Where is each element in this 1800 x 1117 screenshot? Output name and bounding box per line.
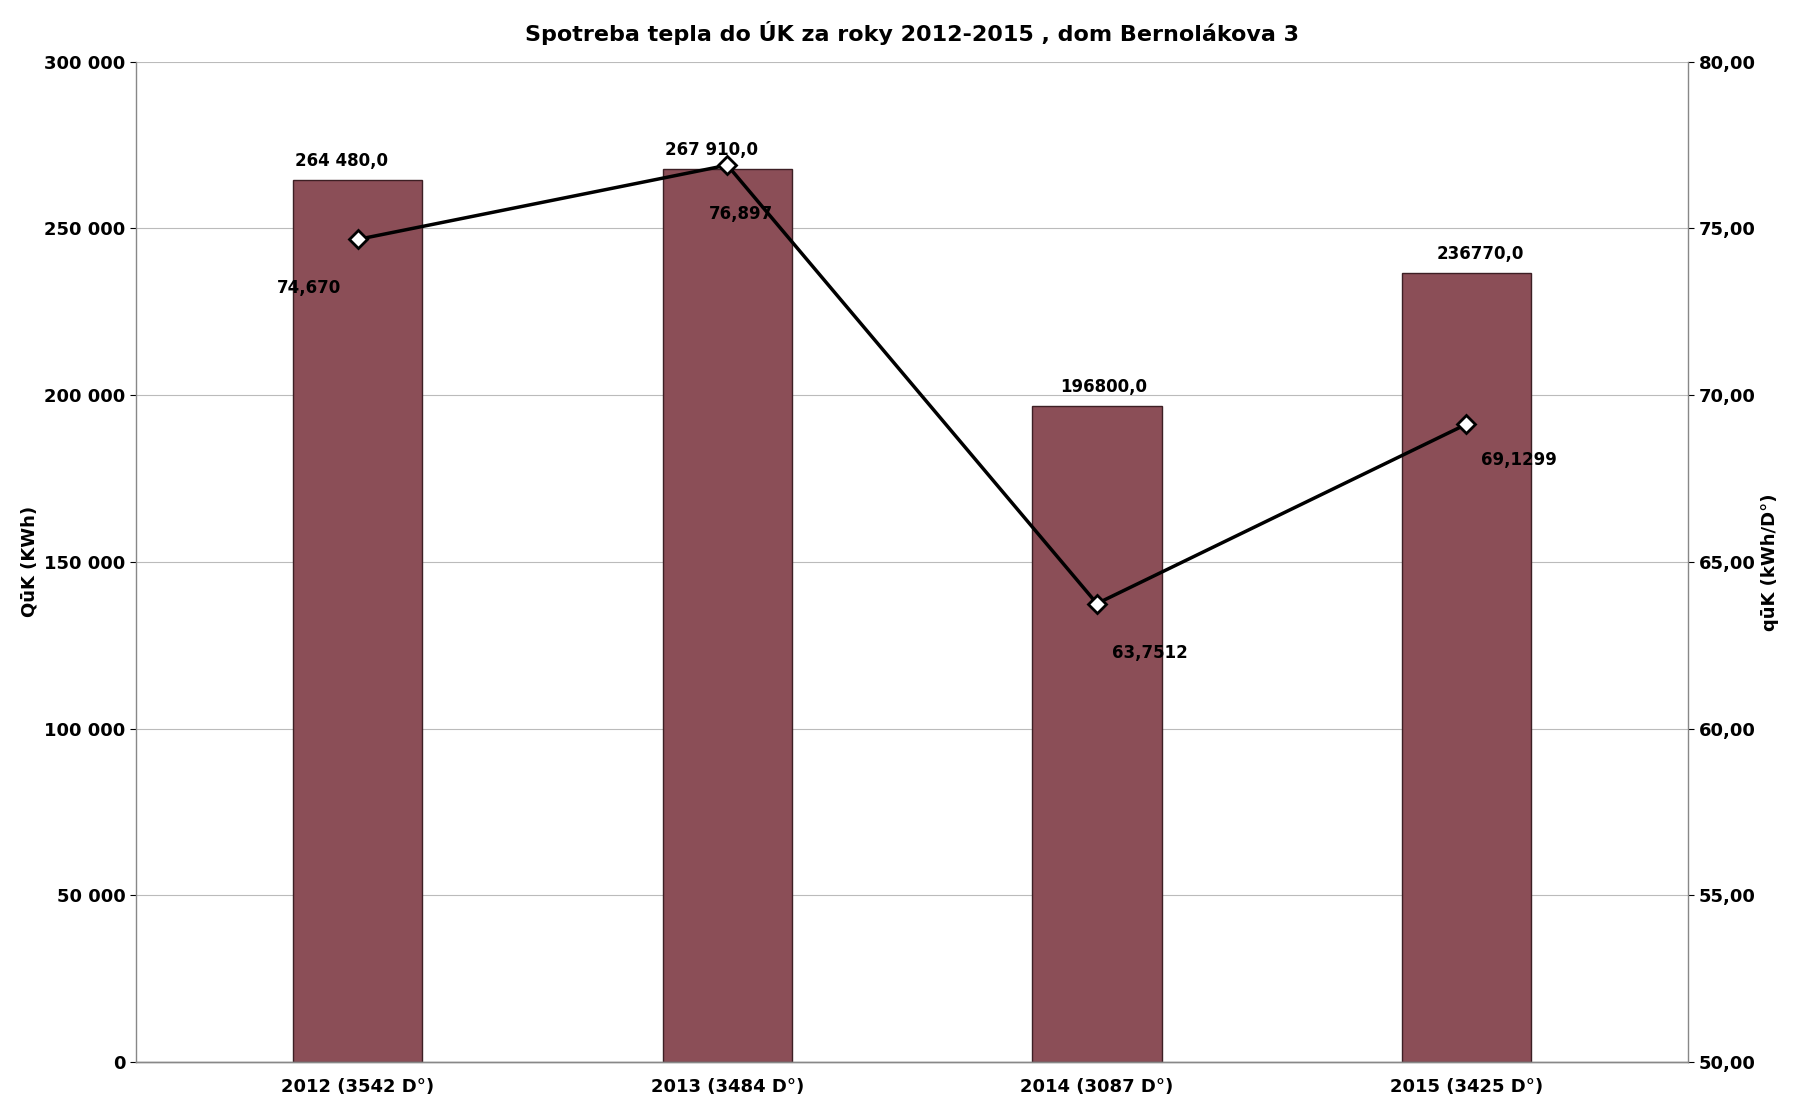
Text: 63,7512: 63,7512 (1112, 643, 1188, 661)
Text: 264 480,0: 264 480,0 (295, 152, 389, 170)
Bar (293, 180, 423, 1062)
Text: 69,1299: 69,1299 (1481, 451, 1557, 469)
Text: 267 910,0: 267 910,0 (664, 141, 758, 159)
Text: 74,670: 74,670 (277, 279, 340, 297)
Bar (1402, 273, 1532, 1062)
Text: 236770,0: 236770,0 (1436, 245, 1525, 262)
Y-axis label: qūK (kWh/D°): qūK (kWh/D°) (1760, 494, 1778, 631)
Title: Spotreba tepla do ÚK za roky 2012-2015 , dom Bernolákova 3: Spotreba tepla do ÚK za roky 2012-2015 ,… (526, 21, 1300, 45)
Text: 76,897: 76,897 (709, 206, 774, 223)
Bar (1031, 405, 1161, 1062)
Bar (662, 169, 792, 1062)
Text: 196800,0: 196800,0 (1060, 378, 1147, 395)
Y-axis label: QūK (KWh): QūK (KWh) (22, 506, 40, 618)
